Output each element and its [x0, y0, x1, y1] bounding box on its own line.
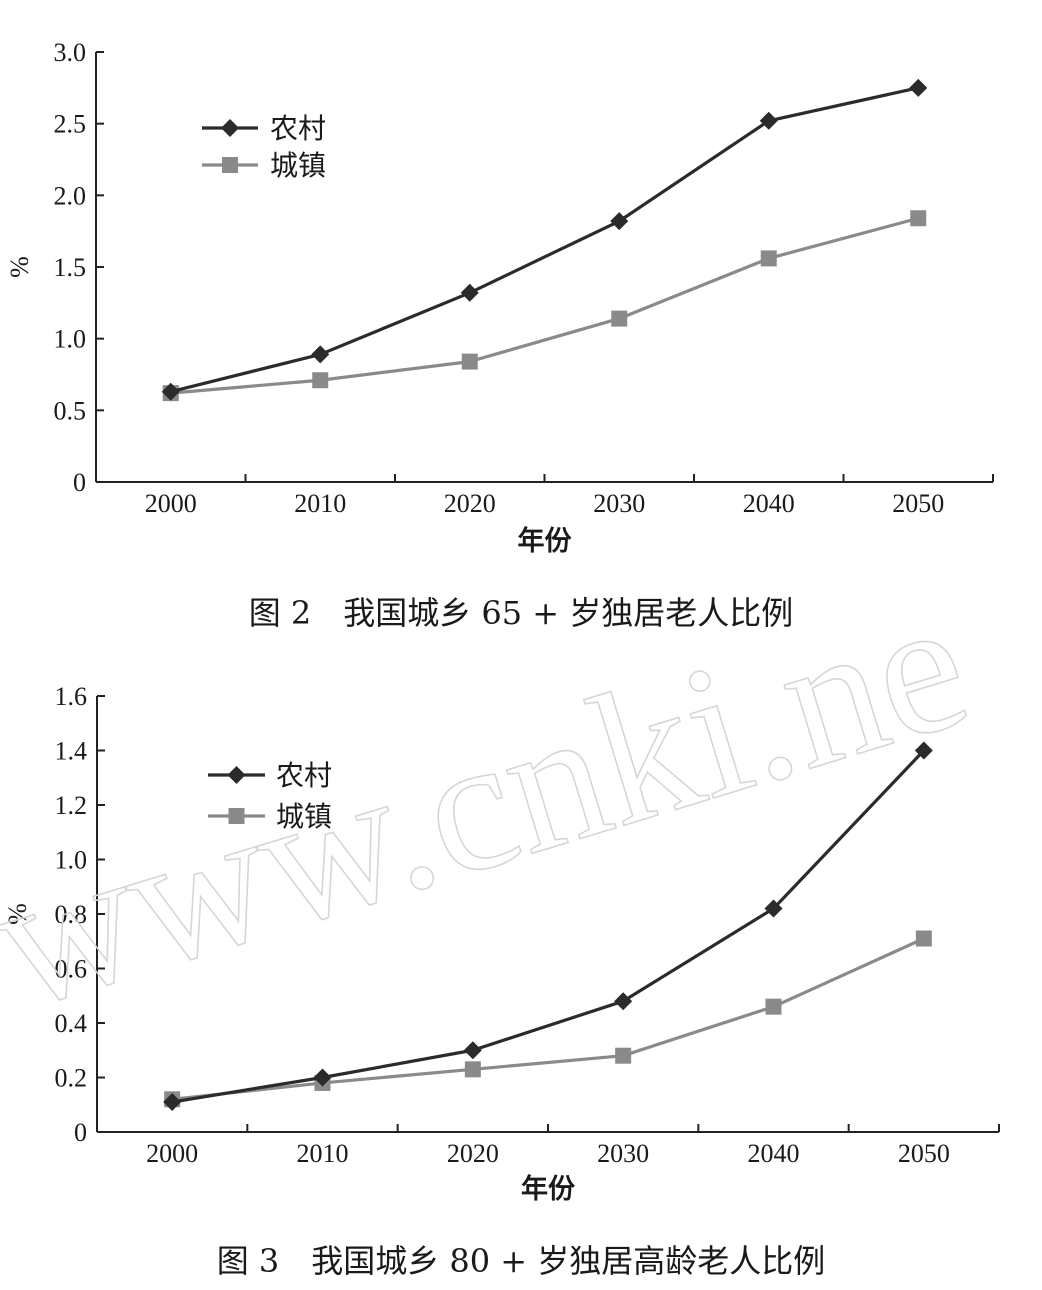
y-axis-title: %	[3, 903, 32, 925]
y-tick-label: 1.6	[55, 682, 88, 711]
data-point-diamond	[610, 212, 629, 231]
series-line	[170, 86, 919, 394]
series-line	[171, 749, 925, 1104]
x-tick-label: 2040	[748, 1139, 800, 1168]
series-line	[171, 937, 925, 1101]
x-axis-title: 年份	[521, 1173, 575, 1205]
x-tick-label: 2020	[447, 1139, 499, 1168]
legend-label: 农村	[276, 759, 332, 792]
chart-65plus: 0 0.5 1.0 1.5 2.0 2.5 3.0 2000 2010 2020 2030 2040 2…	[5, 38, 994, 557]
data-point-square	[910, 210, 927, 227]
figure-3-caption-text: 我国城乡 80 + 岁独居高龄老人比例	[311, 1242, 826, 1280]
data-point-diamond	[614, 992, 633, 1011]
x-tick-label: 2010	[297, 1139, 349, 1168]
y-tick-label: 1.5	[54, 253, 87, 282]
y-tick-label: 0.2	[55, 1064, 88, 1093]
data-point-diamond	[764, 899, 783, 918]
data-point-square	[615, 1047, 632, 1064]
data-point-square	[760, 250, 777, 267]
data-point-diamond	[221, 119, 239, 137]
data-point-diamond	[909, 78, 928, 97]
data-point-diamond	[460, 283, 479, 302]
data-point-square	[228, 808, 245, 824]
data-point-square	[611, 310, 628, 327]
y-tick-label: 2.0	[54, 181, 87, 210]
legend-label: 城镇	[276, 800, 332, 833]
data-point-diamond	[161, 382, 180, 401]
data-point-diamond	[313, 1068, 332, 1087]
y-tick-label: 1.0	[55, 846, 88, 875]
data-point-diamond	[163, 1093, 182, 1112]
y-tick-label: 0.5	[54, 396, 87, 425]
y-tick-label: 1.4	[55, 737, 88, 766]
x-tick-label: 2050	[898, 1139, 950, 1168]
series-rural	[161, 78, 928, 401]
x-tick-label: 2040	[743, 489, 795, 518]
y-tick-label: 0.6	[55, 955, 88, 984]
y-tick-label: 0.8	[55, 900, 88, 929]
chart-80plus: 0 0.2 0.4 0.6 0.8 1.0 1.2 1.4 1.6 2000 2010 2020 203…	[3, 682, 1000, 1205]
data-point-diamond	[759, 111, 778, 130]
data-point-square	[312, 372, 329, 389]
x-tick-label: 2050	[892, 489, 944, 518]
series-urban	[164, 930, 932, 1108]
series-line	[170, 216, 919, 395]
x-tick-label: 2000	[146, 1139, 198, 1168]
figure-2-caption-number: 图 2	[248, 594, 312, 632]
x-tick-label: 2030	[593, 489, 645, 518]
data-point-square	[915, 930, 932, 947]
data-point-diamond	[227, 766, 246, 784]
data-point-square	[222, 157, 238, 173]
y-tick-label: 0	[74, 1118, 87, 1147]
y-tick-label: 2.5	[54, 110, 87, 139]
series-urban	[162, 210, 927, 402]
y-tick-label: 0	[73, 468, 86, 497]
data-point-square	[464, 1061, 481, 1078]
x-tick-label: 2030	[597, 1139, 649, 1168]
y-axis-title: %	[5, 256, 34, 278]
data-point-diamond	[914, 741, 933, 760]
y-tick-label: 0.4	[55, 1009, 88, 1038]
x-tick-label: 2000	[145, 489, 197, 518]
data-point-square	[461, 353, 478, 370]
figure-3-caption: 图 3 我国城乡 80 + 岁独居高龄老人比例	[0, 1236, 1042, 1282]
x-tick-label: 2020	[444, 489, 496, 518]
figure-2-caption-text: 我国城乡 65 + 岁独居老人比例	[343, 594, 794, 632]
y-tick-label: 1.0	[54, 325, 87, 354]
y-tick-label: 1.2	[55, 791, 88, 820]
figure-2-caption: 图 2 我国城乡 65 + 岁独居老人比例	[0, 588, 1042, 634]
data-point-diamond	[463, 1041, 482, 1060]
data-point-square	[765, 998, 782, 1015]
x-tick-label: 2010	[294, 489, 346, 518]
figure-2: 0 0.5 1.0 1.5 2.0 2.5 3.0 2000 2010 2020 2030 2040 2…	[0, 0, 1042, 640]
y-tick-label: 3.0	[54, 38, 87, 67]
legend-label: 城镇	[270, 149, 326, 182]
series-rural	[163, 741, 933, 1112]
data-point-diamond	[311, 345, 330, 364]
legend-label: 农村	[270, 112, 326, 145]
x-axis-title: 年份	[518, 525, 572, 557]
figure-3-caption-number: 图 3	[216, 1242, 280, 1280]
